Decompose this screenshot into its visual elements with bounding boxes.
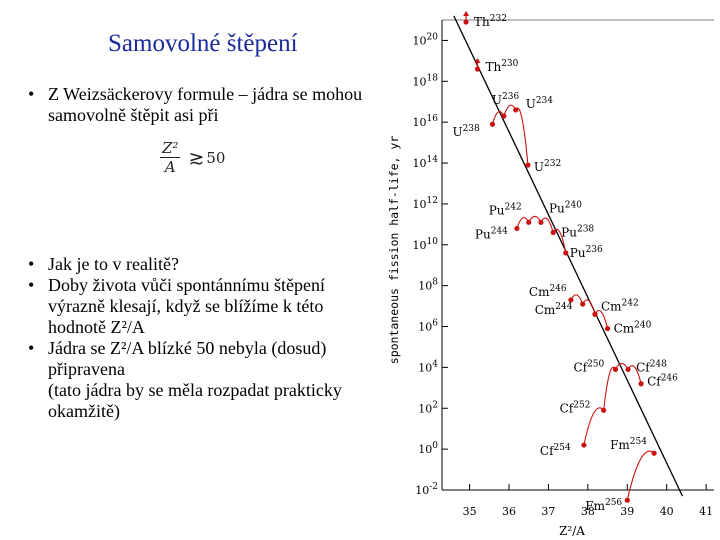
bullet-item: Doby života vůči spontánnímu štěpení výr… <box>28 275 373 338</box>
formula-numerator: Z² <box>160 139 181 158</box>
point-label-cm246: Cm246 <box>529 284 567 299</box>
data-point-th230 <box>474 66 481 72</box>
x-tick-label: 38 <box>581 505 595 518</box>
point-label-cm240: Cm240 <box>614 321 652 336</box>
y-tick-label: 1010 <box>413 237 439 252</box>
upper-limit-arrow-head <box>474 58 481 64</box>
data-point-cf252 <box>601 407 607 413</box>
data-point-u234 <box>513 107 519 113</box>
bullet-list-bottom: Jak je to v realitě? Doby života vůči sp… <box>28 254 373 422</box>
point-label-fm254: Fm254 <box>610 437 647 452</box>
point-label-u234: U234 <box>526 96 554 111</box>
point-label-cf246: Cf246 <box>647 374 678 389</box>
data-point-pu236 <box>563 250 569 256</box>
data-point-cf248 <box>625 366 631 373</box>
formula-value: 50 <box>206 149 226 167</box>
data-point-fm254 <box>651 450 657 456</box>
point-label-pu240: Pu240 <box>549 200 582 215</box>
data-point-fm256 <box>624 497 630 503</box>
formula-relation: ≳ <box>188 147 205 169</box>
data-point-u238 <box>489 121 496 127</box>
isotope-chain-curve <box>570 294 609 329</box>
x-axis-label: Z²/A <box>559 524 585 538</box>
point-label-pu244: Pu244 <box>475 226 508 241</box>
data-point-th232 <box>463 19 469 25</box>
y-tick-label: 104 <box>418 359 438 374</box>
y-tick-label: 10-2 <box>415 482 438 497</box>
y-tick-label: 108 <box>418 278 438 293</box>
y-tick-label: 1014 <box>413 155 439 170</box>
data-point-pu238 <box>550 229 556 236</box>
point-label-cf254: Cf254 <box>540 443 571 458</box>
formula-denominator: A <box>164 158 176 176</box>
trend-line <box>453 15 684 497</box>
formula-fraction: Z² A <box>160 139 181 176</box>
data-point-u232 <box>525 162 531 168</box>
y-tick-label: 1016 <box>413 114 439 129</box>
data-point-cf254 <box>581 442 587 448</box>
point-label-pu236: Pu236 <box>570 245 603 260</box>
isotope-chain-curve <box>583 407 605 446</box>
slide-title: Samovolné štěpení <box>108 30 298 57</box>
x-tick-label: 39 <box>620 505 634 518</box>
x-tick-label: 41 <box>699 505 713 518</box>
y-tick-label: 1020 <box>413 32 439 47</box>
y-tick-label: 1012 <box>413 196 438 211</box>
data-point-cf246 <box>638 381 644 387</box>
data-point-cm246 <box>568 297 574 303</box>
point-label-cf250: Cf250 <box>573 359 604 374</box>
point-label-cm242: Cm242 <box>601 298 639 313</box>
point-label-u238: U238 <box>452 124 480 139</box>
point-label-th230: Th230 <box>485 59 518 74</box>
data-point-cf250 <box>612 366 619 373</box>
y-axis-label: spontaneous fission half-life, yr <box>387 136 401 365</box>
y-tick-label: 106 <box>418 319 438 334</box>
x-tick-label: 37 <box>541 505 555 518</box>
data-point-u236 <box>501 113 507 119</box>
point-label-cf248: Cf248 <box>636 359 667 374</box>
point-label-cf252: Cf252 <box>560 400 591 415</box>
isotope-chain-curve <box>491 104 529 166</box>
y-tick-label: 100 <box>418 441 438 456</box>
data-point-pu242 <box>526 219 532 225</box>
point-label-th232: Th232 <box>474 14 507 29</box>
point-label-u236: U236 <box>492 92 520 107</box>
data-point-pu244 <box>514 225 520 232</box>
formula-z2-over-a: Z² A ≳ 50 <box>160 140 225 176</box>
point-label-pu242: Pu242 <box>489 202 522 217</box>
isotope-chain-curve <box>626 450 655 501</box>
point-label-cm244: Cm244 <box>535 302 573 317</box>
x-tick-label: 35 <box>463 505 477 518</box>
isotope-chain-curve <box>603 362 642 411</box>
point-label-fm256: Fm256 <box>585 498 622 513</box>
bullet-item: Jak je to v realitě? <box>28 254 373 275</box>
y-tick-label: 1018 <box>413 73 439 88</box>
x-tick-label: 36 <box>502 505 516 518</box>
data-point-pu240 <box>538 219 544 225</box>
data-point-cm240 <box>604 325 611 332</box>
y-tick-label: 102 <box>418 400 438 415</box>
x-tick-label: 40 <box>660 505 674 518</box>
bullet-item: Jádra se Z²/A blízké 50 nebyla (dosud) p… <box>28 338 373 422</box>
data-point-cm244 <box>580 301 586 307</box>
bullet-list-top: Z Weizsäckerovy formule – jádra se mohou… <box>28 84 368 126</box>
bullet-item: Z Weizsäckerovy formule – jádra se mohou… <box>28 84 368 126</box>
point-label-u232: U232 <box>534 159 561 174</box>
data-point-cm242 <box>592 311 598 317</box>
upper-limit-arrow-head <box>463 11 470 17</box>
fission-halflife-chart: spontaneous fission half-life, yr Z²/A 1… <box>387 11 714 538</box>
point-label-pu238: Pu238 <box>561 225 594 240</box>
